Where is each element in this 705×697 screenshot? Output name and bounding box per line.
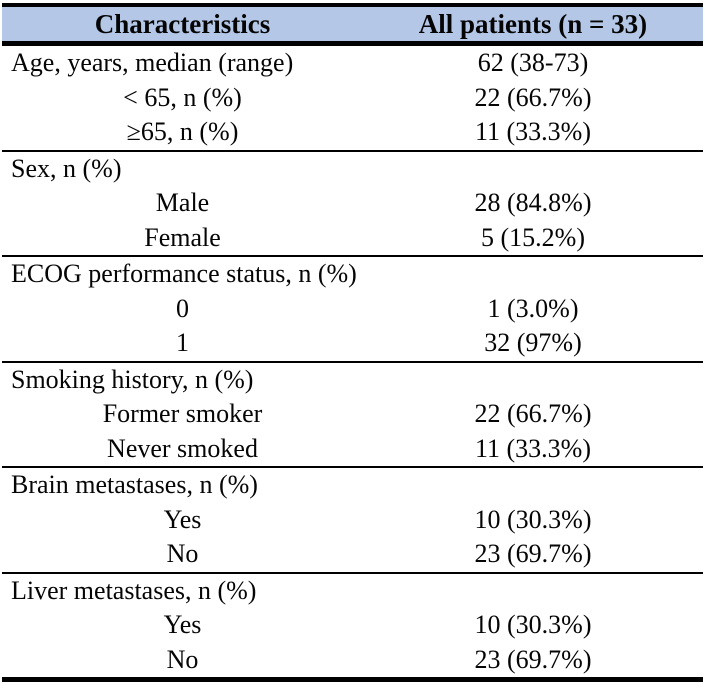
row-label: Liver metastases, n (%) (11, 575, 257, 605)
table-row: ≥65, n (%) 11 (33.3%) (2, 115, 703, 150)
table-section: Liver metastases, n (%) Yes 10 (30.3%) No 23… (2, 571, 703, 678)
row-label: Age, years, median (range) (11, 48, 294, 78)
table-section: Smoking history, n (%) Former smoker 22 (6… (2, 360, 703, 467)
table-row: Age, years, median (range) 62 (38-73) (2, 46, 703, 81)
row-value: 10 (30.3%) (474, 504, 592, 534)
table-row: Former smoker 22 (66.7%) (2, 397, 703, 432)
row-label: Male (155, 188, 210, 218)
table-row: Sex, n (%) (2, 152, 703, 187)
table-body: Age, years, median (range) 62 (38-73) < 65… (2, 46, 703, 682)
table-header-row: Characteristics All patients (n = 33) (2, 3, 703, 46)
row-label: Yes (163, 504, 202, 534)
row-label: 1 (176, 328, 189, 358)
table-row: Liver metastases, n (%) (2, 574, 703, 609)
row-value: 1 (3.0%) (487, 293, 579, 323)
table-row: 1 32 (97%) (2, 326, 703, 361)
row-label: No (166, 539, 199, 569)
row-label: Brain metastases, n (%) (11, 470, 258, 500)
table-row: Female 5 (15.2%) (2, 221, 703, 256)
row-value: 62 (38-73) (477, 48, 589, 78)
row-label: Yes (163, 610, 202, 640)
table-row: No 23 (69.7%) (2, 643, 703, 678)
row-label: No (166, 644, 199, 674)
row-value: 11 (33.3%) (474, 117, 591, 147)
table-section: Sex, n (%) Male 28 (84.8%) Female 5 (15.2%) (2, 149, 703, 256)
row-value: 5 (15.2%) (481, 222, 585, 252)
table-row: Brain metastases, n (%) (2, 468, 703, 503)
table-row: Yes 10 (30.3%) (2, 503, 703, 538)
table-row: No 23 (69.7%) (2, 537, 703, 572)
row-label: Never smoked (107, 433, 258, 463)
row-value: 11 (33.3%) (474, 433, 591, 463)
row-label: 0 (176, 293, 189, 323)
table-row: Male 28 (84.8%) (2, 186, 703, 221)
row-label: < 65, n (%) (123, 82, 242, 112)
row-value: 32 (97%) (484, 328, 582, 358)
row-label: Female (144, 222, 221, 252)
row-value: 23 (69.7%) (474, 644, 592, 674)
table-row: Smoking history, n (%) (2, 363, 703, 398)
table-row: < 65, n (%) 22 (66.7%) (2, 81, 703, 116)
table-row: ECOG performance status, n (%) (2, 257, 703, 292)
table-section: Age, years, median (range) 62 (38-73) < 65… (2, 46, 703, 150)
row-value: 28 (84.8%) (474, 188, 592, 218)
row-label: ≥65, n (%) (126, 117, 239, 147)
header-characteristics: Characteristics (94, 8, 271, 39)
row-label: Former smoker (102, 399, 263, 429)
row-label: ECOG performance status, n (%) (11, 259, 357, 289)
row-value: 22 (66.7%) (474, 399, 592, 429)
row-label: Smoking history, n (%) (11, 364, 254, 394)
table-row: 0 1 (3.0%) (2, 292, 703, 327)
patient-characteristics-table: Characteristics All patients (n = 33) Ag… (2, 3, 703, 682)
row-label: Sex, n (%) (11, 153, 122, 183)
row-value: 22 (66.7%) (474, 82, 592, 112)
header-all-patients: All patients (n = 33) (418, 8, 648, 39)
row-value: 23 (69.7%) (474, 539, 592, 569)
table-row: Never smoked 11 (33.3%) (2, 432, 703, 467)
table-section: Brain metastases, n (%) Yes 10 (30.3%) No 23… (2, 466, 703, 572)
table-row: Yes 10 (30.3%) (2, 608, 703, 643)
table-section: ECOG performance status, n (%) 0 1 (3.0%) 1… (2, 255, 703, 361)
row-value: 10 (30.3%) (474, 610, 592, 640)
